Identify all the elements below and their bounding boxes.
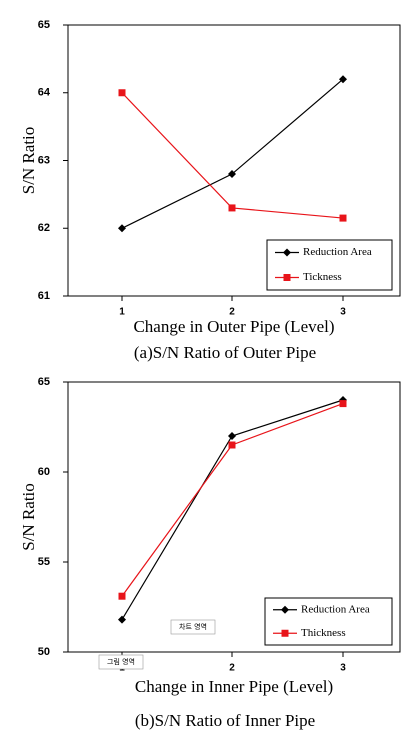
- legend-label: Reduction Area: [301, 603, 370, 615]
- x-tick-label: 3: [340, 663, 346, 674]
- series-line: [121, 92, 344, 219]
- point: [283, 248, 291, 257]
- annotation: 차트 영역: [179, 622, 207, 631]
- y-tick-label: 63: [38, 154, 50, 166]
- annotation-box: [98, 654, 144, 670]
- legend-label: Reduction Area: [303, 246, 372, 258]
- point: [228, 170, 236, 179]
- legend-label: Thickness: [301, 627, 346, 639]
- y-tick-label: 62: [38, 222, 50, 234]
- y-tick-label: 60: [38, 466, 50, 478]
- y-tick-label: 64: [38, 87, 51, 99]
- point: [118, 224, 126, 233]
- y-tick-label: 61: [38, 290, 50, 302]
- y-tick-label: 50: [38, 646, 50, 658]
- x-tick-label: 2: [229, 307, 235, 318]
- x-tick-label: 3: [340, 307, 346, 318]
- annotation: 그림 영역: [107, 657, 135, 666]
- point: [118, 615, 126, 624]
- point: [339, 75, 347, 84]
- plot-frame: [67, 381, 401, 653]
- x-axis-label: Change in Outer Pipe (Level): [133, 317, 334, 336]
- x-axis-label: Change in Inner Pipe (Level): [135, 677, 333, 696]
- y-tick-label: 65: [38, 376, 50, 388]
- caption: (a)S/N Ratio of Outer Pipe: [134, 343, 316, 362]
- y-tick-label: 65: [38, 19, 50, 31]
- point: [283, 274, 291, 281]
- point: [118, 89, 126, 97]
- y-tick-label: 55: [38, 556, 50, 568]
- point: [228, 204, 236, 212]
- legend-box: [264, 597, 393, 646]
- x-tick-label: 1: [119, 307, 125, 318]
- y-axis-label: S/N Ratio: [19, 127, 38, 195]
- point: [118, 592, 126, 600]
- point: [339, 400, 347, 408]
- point: [339, 214, 347, 222]
- point: [228, 432, 236, 440]
- point: [228, 441, 236, 449]
- point: [281, 629, 289, 637]
- y-axis-label: S/N Ratio: [19, 483, 38, 551]
- legend-label: Tickness: [303, 271, 342, 283]
- caption: (b)S/N Ratio of Inner Pipe: [135, 711, 315, 730]
- x-tick-label: 2: [229, 663, 235, 674]
- legend-box: [266, 239, 393, 291]
- annotation-box: [170, 619, 216, 635]
- series-line: [121, 403, 344, 597]
- point: [281, 605, 289, 614]
